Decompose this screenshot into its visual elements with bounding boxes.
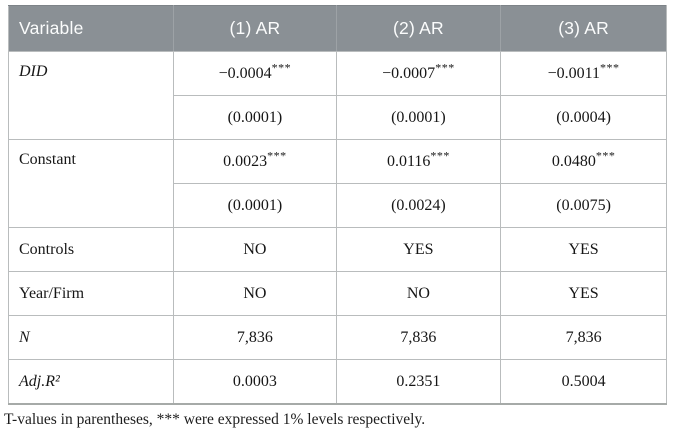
- cell-n-model3: 7,836: [500, 315, 667, 360]
- coef-value: 0.0480: [551, 152, 596, 170]
- col-header-model-1: (1) AR: [173, 5, 337, 52]
- cell-controls-model2: YES: [335, 227, 502, 272]
- coef-value: −0.0011: [547, 64, 601, 82]
- cell-did-se-model2: (0.0001): [335, 95, 502, 140]
- significance-stars: ***: [595, 148, 616, 163]
- cell-did-model1: −0.0004***: [173, 51, 337, 96]
- row-label-did: DID: [7, 51, 175, 140]
- significance-stars: ***: [267, 148, 287, 163]
- cell-n-model2: 7,836: [335, 315, 502, 360]
- coef-value: 0.0116: [386, 152, 431, 170]
- coef-value: −0.0007: [382, 64, 436, 82]
- cell-constant-model1: 0.0023***: [173, 139, 337, 184]
- regression-results-table: Variable (1) AR (2) AR (3) AR DID −0.000…: [7, 5, 667, 405]
- cell-yearfirm-model2: NO: [335, 271, 502, 316]
- cell-yearfirm-model1: NO: [173, 271, 337, 316]
- row-label-controls: Controls: [7, 227, 175, 272]
- cell-did-model2: −0.0007***: [335, 51, 502, 96]
- table-row-n: N 7,836 7,836 7,836: [7, 315, 667, 360]
- coef-value: 0.0023: [223, 152, 268, 170]
- table-row-did-coef: DID −0.0004*** −0.0007*** −0.0011***: [7, 51, 667, 140]
- cell-did-se-model3: (0.0004): [500, 95, 667, 140]
- significance-stars: ***: [430, 148, 450, 163]
- row-label-constant: Constant: [7, 139, 175, 228]
- significance-stars: ***: [600, 60, 620, 75]
- row-label-year-firm: Year/Firm: [7, 271, 175, 316]
- row-label-adj-r2: Adj.R²: [7, 359, 175, 405]
- row-label-n: N: [7, 315, 175, 360]
- cell-constant-se-model2: (0.0024): [335, 183, 502, 228]
- cell-did-se-model1: (0.0001): [173, 95, 337, 140]
- cell-constant-se-model1: (0.0001): [173, 183, 337, 228]
- cell-controls-model3: YES: [500, 227, 667, 272]
- table-row-year-firm: Year/Firm NO NO YES: [7, 271, 667, 316]
- col-header-model-3: (3) AR: [500, 5, 667, 52]
- cell-constant-se-model3: (0.0075): [500, 183, 667, 228]
- col-header-variable: Variable: [8, 5, 174, 52]
- cell-controls-model1: NO: [173, 227, 337, 272]
- cell-constant-model3: 0.0480***: [500, 139, 667, 184]
- cell-adjr2-model2: 0.2351: [335, 359, 502, 405]
- table-header-row: Variable (1) AR (2) AR (3) AR: [8, 5, 667, 52]
- cell-adjr2-model1: 0.0003: [173, 359, 337, 405]
- significance-stars: ***: [271, 60, 292, 75]
- table-row-controls: Controls NO YES YES: [7, 227, 667, 272]
- cell-yearfirm-model3: YES: [500, 271, 667, 316]
- table-footnote: T-values in parentheses, *** were expres…: [4, 411, 426, 428]
- cell-n-model1: 7,836: [173, 315, 337, 360]
- cell-did-model3: −0.0011***: [500, 51, 667, 96]
- table-row-adj-r2: Adj.R² 0.0003 0.2351 0.5004: [7, 359, 667, 405]
- coef-value: −0.0004: [218, 64, 272, 82]
- significance-stars: ***: [435, 60, 455, 75]
- table-row-did-se: (0.0001) (0.0001) (0.0004): [9, 95, 667, 140]
- cell-adjr2-model3: 0.5004: [500, 359, 667, 405]
- col-header-model-2: (2) AR: [335, 5, 501, 52]
- cell-constant-model2: 0.0116***: [335, 139, 502, 184]
- table-row-constant-se: (0.0001) (0.0024) (0.0075): [9, 183, 667, 228]
- table-row-constant-coef: Constant 0.0023*** 0.0116*** 0.0480***: [7, 139, 667, 228]
